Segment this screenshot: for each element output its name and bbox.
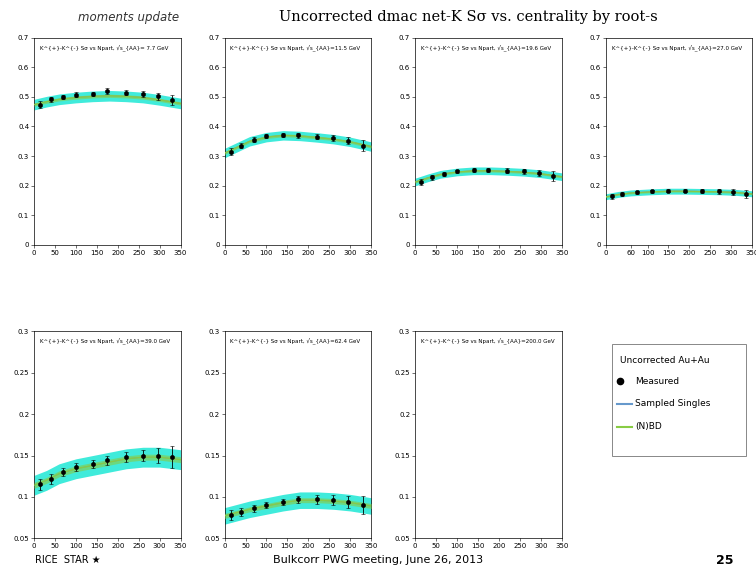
Text: moments update: moments update — [78, 11, 179, 24]
Text: K^{+}-K^{-} Sσ vs Npart, √s_{AA}=27.0 GeV: K^{+}-K^{-} Sσ vs Npart, √s_{AA}=27.0 Ge… — [612, 44, 742, 51]
Text: K^{+}-K^{-} Sσ vs Npart, √s_{AA}=19.6 GeV: K^{+}-K^{-} Sσ vs Npart, √s_{AA}=19.6 Ge… — [421, 44, 551, 51]
Text: K^{+}-K^{-} Sσ vs Npart, √s_{AA}= 7.7 GeV: K^{+}-K^{-} Sσ vs Npart, √s_{AA}= 7.7 Ge… — [40, 44, 169, 51]
Text: RICE  STAR ★: RICE STAR ★ — [36, 555, 101, 565]
Text: (N)BD: (N)BD — [635, 422, 662, 431]
Text: K^{+}-K^{-} Sσ vs Npart, √s_{AA}=62.4 GeV: K^{+}-K^{-} Sσ vs Npart, √s_{AA}=62.4 Ge… — [231, 338, 361, 344]
Text: Sampled Singles: Sampled Singles — [635, 399, 711, 408]
FancyBboxPatch shape — [612, 344, 746, 456]
Text: 25: 25 — [716, 554, 733, 567]
Text: K^{+}-K^{-} Sσ vs Npart, √s_{AA}=200.0 GeV: K^{+}-K^{-} Sσ vs Npart, √s_{AA}=200.0 G… — [421, 338, 555, 344]
Text: K^{+}-K^{-} Sσ vs Npart, √s_{AA}=39.0 GeV: K^{+}-K^{-} Sσ vs Npart, √s_{AA}=39.0 Ge… — [40, 338, 170, 344]
Text: Measured: Measured — [635, 377, 679, 385]
Text: Uncorrected dmac net-K Sσ vs. centrality by root-s: Uncorrected dmac net-K Sσ vs. centrality… — [280, 10, 658, 25]
Text: K^{+}-K^{-} Sσ vs Npart, √s_{AA}=11.5 GeV: K^{+}-K^{-} Sσ vs Npart, √s_{AA}=11.5 Ge… — [231, 44, 361, 51]
Text: Bulkcorr PWG meeting, June 26, 2013: Bulkcorr PWG meeting, June 26, 2013 — [273, 555, 483, 565]
Text: Uncorrected Au+Au: Uncorrected Au+Au — [621, 357, 710, 365]
